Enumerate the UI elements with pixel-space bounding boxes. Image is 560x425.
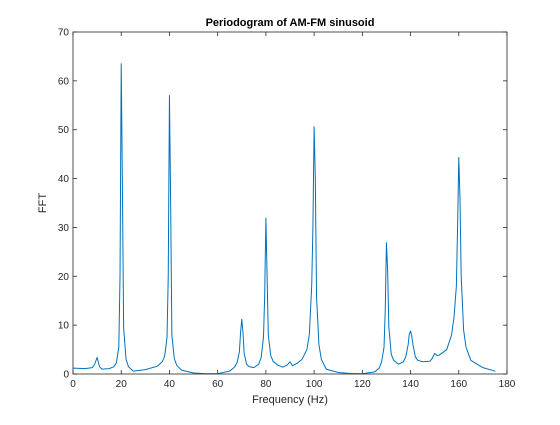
x-tick-label: 80 xyxy=(260,379,272,390)
x-tick-label: 0 xyxy=(70,379,76,390)
y-tick-label: 0 xyxy=(63,370,69,381)
series-layer xyxy=(72,63,496,375)
x-tick-label: 140 xyxy=(402,379,419,390)
x-tick-label: 40 xyxy=(164,379,176,390)
x-tick-label: 60 xyxy=(212,379,224,390)
y-tick-label: 40 xyxy=(58,174,70,185)
y-tick-label: 60 xyxy=(58,76,70,87)
y-axis-label: FFT xyxy=(37,193,49,213)
y-tick-label: 70 xyxy=(58,28,70,39)
plot-area xyxy=(73,32,507,374)
y-tick-label: 10 xyxy=(58,321,70,332)
x-axis-label: Frequency (Hz) xyxy=(252,394,328,406)
x-tick-label: 180 xyxy=(499,379,516,390)
x-tick-label: 100 xyxy=(306,379,323,390)
chart-title: Periodogram of AM-FM sinusoid xyxy=(206,17,375,29)
series-line-1 xyxy=(72,63,496,375)
y-tick-label: 30 xyxy=(58,223,70,234)
y-tick-label: 20 xyxy=(58,272,70,283)
x-tick-label: 120 xyxy=(354,379,371,390)
x-tick-label: 160 xyxy=(450,379,467,390)
y-tick-label: 50 xyxy=(58,125,70,136)
x-tick-label: 20 xyxy=(116,379,128,390)
axes-box xyxy=(72,31,508,375)
ticks-layer: 0 20 40 60 80 100 120 140 160 180 0 10 20 30 40 50 60 70 xyxy=(58,28,516,391)
